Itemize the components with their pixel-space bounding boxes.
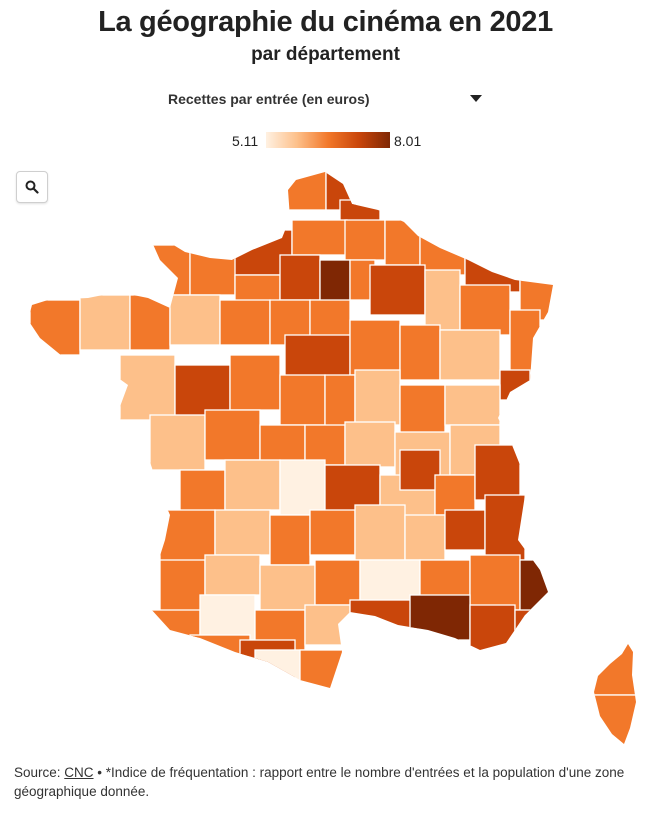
- department-area[interactable]: [419, 234, 466, 276]
- department-area[interactable]: [291, 219, 348, 256]
- department-area[interactable]: [459, 284, 511, 336]
- department-area[interactable]: [149, 649, 191, 690]
- department-area[interactable]: [309, 299, 351, 341]
- frequentation-note: • *Indice de fréquentation : rapport ent…: [14, 765, 625, 799]
- search-icon: [25, 180, 39, 194]
- chevron-down-icon: [470, 95, 482, 102]
- department-area[interactable]: [474, 444, 521, 501]
- department-area[interactable]: [469, 604, 516, 656]
- department-area[interactable]: [169, 294, 221, 346]
- department-area[interactable]: [229, 354, 281, 411]
- department-area[interactable]: [344, 421, 396, 468]
- department-area[interactable]: [404, 514, 446, 561]
- department-area[interactable]: [384, 219, 421, 266]
- department-area[interactable]: [444, 384, 501, 426]
- department-area[interactable]: [349, 319, 401, 376]
- department-area[interactable]: [79, 294, 131, 351]
- department-area[interactable]: [259, 424, 306, 466]
- department-area[interactable]: [590, 640, 640, 696]
- chart-title: La géographie du cinéma en 2021: [98, 6, 553, 38]
- department-area[interactable]: [424, 269, 461, 331]
- department-area[interactable]: [219, 299, 271, 346]
- department-area[interactable]: [304, 424, 346, 466]
- department-area[interactable]: [319, 259, 351, 306]
- dropdown-selected-value: Recettes par entrée (en euros): [168, 91, 370, 107]
- department-area[interactable]: [399, 449, 441, 491]
- department-area[interactable]: [369, 264, 426, 316]
- department-area[interactable]: [29, 299, 81, 356]
- department-area[interactable]: [299, 649, 351, 690]
- zoom-button[interactable]: [16, 171, 48, 203]
- department-area[interactable]: [439, 329, 501, 381]
- department-area[interactable]: [129, 294, 171, 351]
- department-area[interactable]: [224, 459, 281, 511]
- department-area[interactable]: [149, 414, 206, 471]
- department-area[interactable]: [409, 594, 471, 641]
- department-area[interactable]: [159, 559, 206, 616]
- department-area[interactable]: [434, 474, 476, 516]
- department-area[interactable]: [309, 509, 356, 556]
- department-area[interactable]: [259, 564, 316, 611]
- department-area[interactable]: [279, 254, 321, 301]
- department-area[interactable]: [314, 559, 361, 606]
- department-area[interactable]: [199, 664, 261, 695]
- department-area[interactable]: [469, 554, 521, 611]
- department-area[interactable]: [399, 384, 446, 436]
- color-legend: 5.11 8.01: [226, 131, 426, 151]
- legend-gradient-bar: [266, 132, 390, 148]
- department-area[interactable]: [204, 409, 261, 461]
- france-department-map[interactable]: [0, 160, 651, 760]
- legend-max-value: 8.01: [394, 133, 422, 149]
- department-area[interactable]: [199, 594, 256, 641]
- department-area[interactable]: [354, 504, 406, 561]
- source-note: Source: CNC • *Indice de fréquentation :…: [14, 763, 634, 801]
- department-area[interactable]: [279, 374, 326, 426]
- mainland-departments: [29, 170, 555, 695]
- department-area[interactable]: [284, 334, 351, 381]
- department-area[interactable]: [444, 509, 486, 551]
- department-area[interactable]: [499, 369, 531, 401]
- department-area[interactable]: [399, 324, 441, 381]
- department-area[interactable]: [269, 514, 311, 566]
- department-area[interactable]: [354, 369, 401, 426]
- department-area[interactable]: [214, 509, 271, 556]
- department-area[interactable]: [344, 219, 386, 261]
- department-area[interactable]: [484, 494, 526, 561]
- department-area[interactable]: [279, 459, 326, 516]
- indicator-dropdown[interactable]: Recettes par entrée (en euros): [168, 89, 484, 111]
- source-label: Source:: [14, 765, 65, 780]
- corsica-departments: [590, 640, 640, 755]
- department-area[interactable]: [149, 244, 191, 296]
- department-area[interactable]: [285, 170, 327, 211]
- department-area[interactable]: [519, 559, 555, 616]
- department-area[interactable]: [119, 354, 176, 421]
- legend-min-value: 5.11: [232, 133, 259, 149]
- department-area[interactable]: [204, 554, 261, 596]
- source-link-cnc[interactable]: CNC: [64, 765, 94, 780]
- department-area[interactable]: [304, 604, 351, 646]
- department-area[interactable]: [514, 609, 546, 651]
- department-area[interactable]: [590, 694, 640, 755]
- chart-subtitle: par département: [251, 44, 400, 65]
- department-area[interactable]: [189, 249, 236, 296]
